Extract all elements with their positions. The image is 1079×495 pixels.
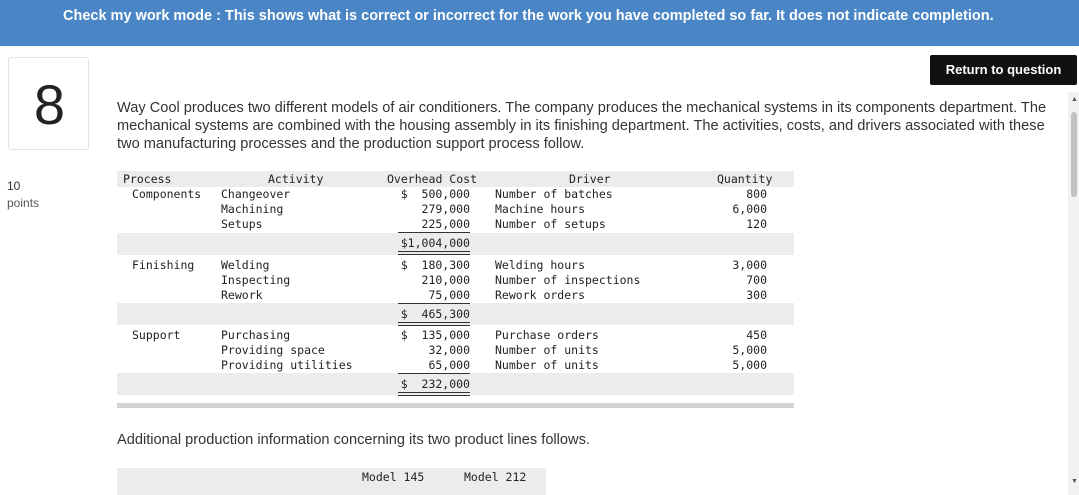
header-model-145: Model 145 bbox=[362, 470, 425, 484]
activity-changeover: Changeover bbox=[221, 187, 291, 201]
subtotal-underline bbox=[398, 232, 470, 233]
activity-machining: Machining bbox=[221, 202, 284, 216]
activity-cost-table: Process Activity Overhead Cost Driver Qu… bbox=[117, 171, 794, 408]
scroll-down-arrow-icon[interactable]: ▼ bbox=[1071, 478, 1078, 485]
header-quantity: Quantity bbox=[717, 172, 773, 186]
quantity-units-space: 5,000 bbox=[732, 343, 767, 357]
points-label: points bbox=[7, 196, 40, 210]
problem-intro-text: Way Cool produces two different models o… bbox=[117, 100, 1047, 152]
driver-number-of-batches: Number of batches bbox=[495, 187, 613, 201]
driver-welding-hours: Welding hours bbox=[495, 258, 586, 272]
check-my-work-banner: Check my work mode : This shows what is … bbox=[0, 0, 1079, 46]
activity-rework: Rework bbox=[221, 288, 263, 302]
quantity-machine-hours: 6,000 bbox=[732, 202, 767, 216]
driver-number-of-units: Number of units bbox=[495, 358, 599, 372]
finishing-total-row bbox=[117, 303, 794, 325]
cost-setups: 225,000 bbox=[421, 217, 470, 231]
activity-inspecting: Inspecting bbox=[221, 273, 291, 287]
components-total-row bbox=[117, 233, 794, 255]
driver-purchase-orders: Purchase orders bbox=[495, 328, 599, 342]
driver-rework-orders: Rework orders bbox=[495, 288, 586, 302]
cost-rework: 75,000 bbox=[428, 288, 470, 302]
support-total-row bbox=[117, 373, 794, 395]
question-number: 8 bbox=[33, 73, 66, 136]
cost-providing-utilities: 65,000 bbox=[428, 358, 470, 372]
quantity-purchase-orders: 450 bbox=[746, 328, 767, 342]
table-bottom-rule bbox=[117, 403, 794, 408]
components-total: $1,004,000 bbox=[400, 236, 470, 250]
activity-providing-utilities: Providing utilities bbox=[221, 358, 353, 372]
page-scrollbar[interactable] bbox=[1068, 92, 1079, 495]
process-components: Components bbox=[132, 187, 202, 201]
process-support: Support bbox=[132, 328, 181, 342]
subtotal-underline bbox=[398, 303, 470, 304]
points-value: 10 bbox=[7, 179, 21, 193]
cost-providing-space: 32,000 bbox=[428, 343, 470, 357]
question-number-box: 8 bbox=[8, 57, 89, 150]
scrollbar-thumb[interactable] bbox=[1071, 112, 1077, 197]
support-total: $ 232,000 bbox=[400, 377, 470, 391]
quantity-rework-orders: 300 bbox=[746, 288, 767, 302]
header-overhead-cost: Overhead Cost bbox=[387, 172, 478, 186]
quantity-batches: 800 bbox=[746, 187, 767, 201]
finishing-total: $ 465,300 bbox=[400, 307, 470, 321]
cost-changeover: $ 500,000 bbox=[400, 187, 470, 201]
header-model-212: Model 212 bbox=[464, 470, 527, 484]
total-double-underline bbox=[398, 251, 470, 255]
cost-welding: $ 180,300 bbox=[400, 258, 470, 272]
activity-setups: Setups bbox=[221, 217, 263, 231]
product-lines-table: Model 145 Model 212 bbox=[117, 468, 546, 495]
subtotal-underline bbox=[398, 373, 470, 374]
header-process: Process bbox=[123, 172, 172, 186]
activity-providing-space: Providing space bbox=[221, 343, 325, 357]
activity-welding: Welding bbox=[221, 258, 270, 272]
return-to-question-button[interactable]: Return to question bbox=[930, 55, 1077, 85]
total-double-underline bbox=[398, 322, 470, 326]
table-header-row bbox=[117, 171, 794, 187]
additional-info-text: Additional production information concer… bbox=[117, 432, 590, 448]
driver-number-of-setups: Number of setups bbox=[495, 217, 606, 231]
quantity-welding-hours: 3,000 bbox=[732, 258, 767, 272]
header-activity: Activity bbox=[268, 172, 324, 186]
driver-number-of-units: Number of units bbox=[495, 343, 599, 357]
process-finishing: Finishing bbox=[132, 258, 195, 272]
cost-inspecting: 210,000 bbox=[421, 273, 470, 287]
total-double-underline bbox=[398, 392, 470, 396]
scroll-up-arrow-icon[interactable]: ▲ bbox=[1071, 96, 1078, 103]
driver-machine-hours: Machine hours bbox=[495, 202, 586, 216]
header-driver: Driver bbox=[569, 172, 611, 186]
driver-number-of-inspections: Number of inspections bbox=[495, 273, 641, 287]
activity-purchasing: Purchasing bbox=[221, 328, 291, 342]
quantity-inspections: 700 bbox=[746, 273, 767, 287]
cost-machining: 279,000 bbox=[421, 202, 470, 216]
quantity-units-utilities: 5,000 bbox=[732, 358, 767, 372]
cost-purchasing: $ 135,000 bbox=[400, 328, 470, 342]
quantity-setups: 120 bbox=[746, 217, 767, 231]
